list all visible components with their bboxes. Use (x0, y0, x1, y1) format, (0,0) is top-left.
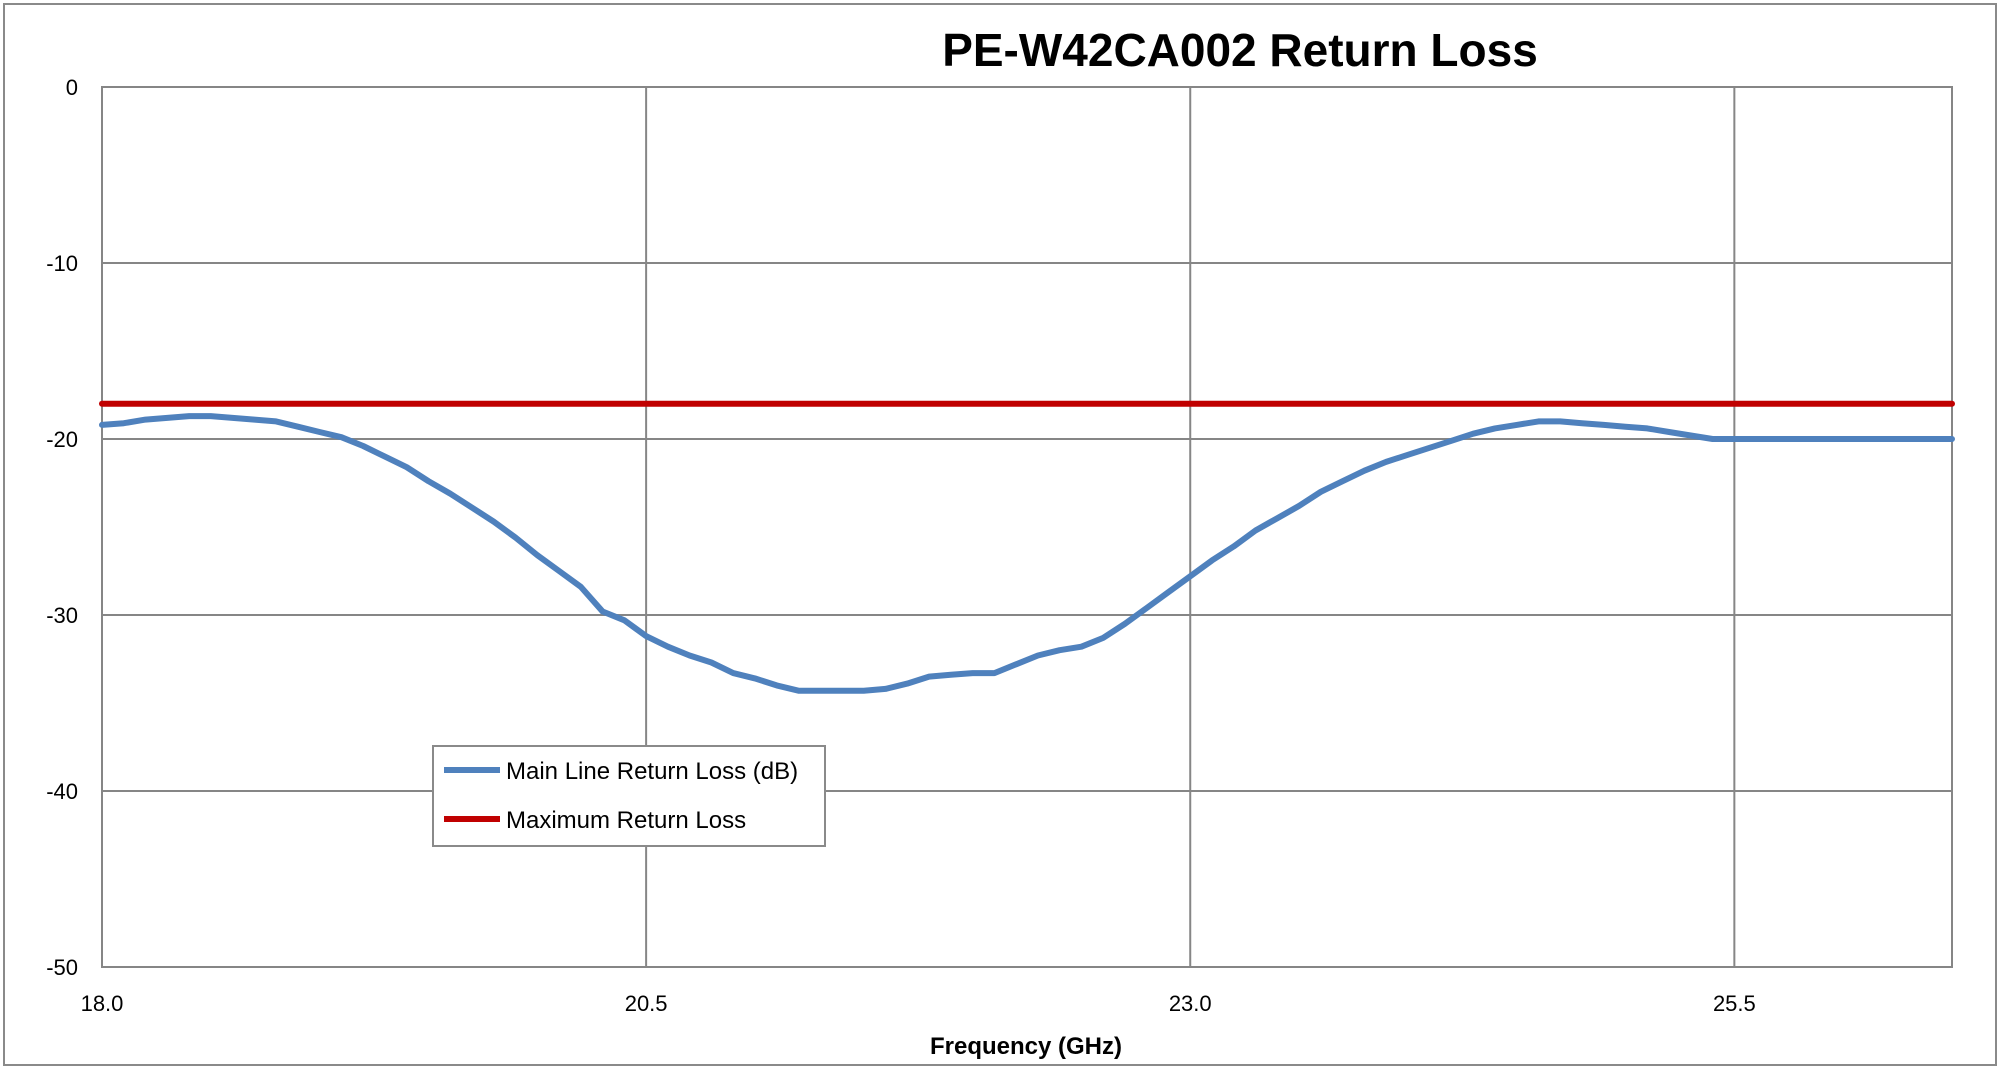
x-tick-label: 25.5 (1713, 991, 1756, 1016)
plot-area-border (101, 86, 1953, 968)
x-tick-label: 20.5 (625, 991, 668, 1016)
legend-box (432, 745, 826, 847)
x-tick-label: 18.0 (81, 991, 124, 1016)
legend-label-maximum: Maximum Return Loss (506, 807, 746, 834)
chart-title: PE-W42CA002 Return Loss (942, 24, 1538, 76)
x-tick-label: 23.0 (1169, 991, 1212, 1016)
y-tick-label: -20 (46, 427, 78, 452)
y-axis-ticks: 0 -10 -20 -30 -40 -50 (46, 75, 78, 980)
legend-label-main-line: Main Line Return Loss (dB) (506, 758, 798, 785)
series-main-line-return-loss (99, 413, 1955, 694)
y-tick-label: -10 (46, 251, 78, 276)
x-axis-ticks: 18.0 20.5 23.0 25.5 (81, 991, 1756, 1016)
legend: Main Line Return Loss (dB) Maximum Retur… (432, 745, 826, 847)
y-tick-label: -30 (46, 603, 78, 628)
series-layer (99, 400, 1955, 694)
x-axis-label: Frequency (GHz) (930, 1033, 1122, 1060)
y-tick-label: -50 (46, 955, 78, 980)
chart-frame (3, 3, 1997, 1066)
grid (101, 86, 1952, 968)
y-tick-label: -40 (46, 779, 78, 804)
y-tick-label: 0 (66, 75, 78, 100)
